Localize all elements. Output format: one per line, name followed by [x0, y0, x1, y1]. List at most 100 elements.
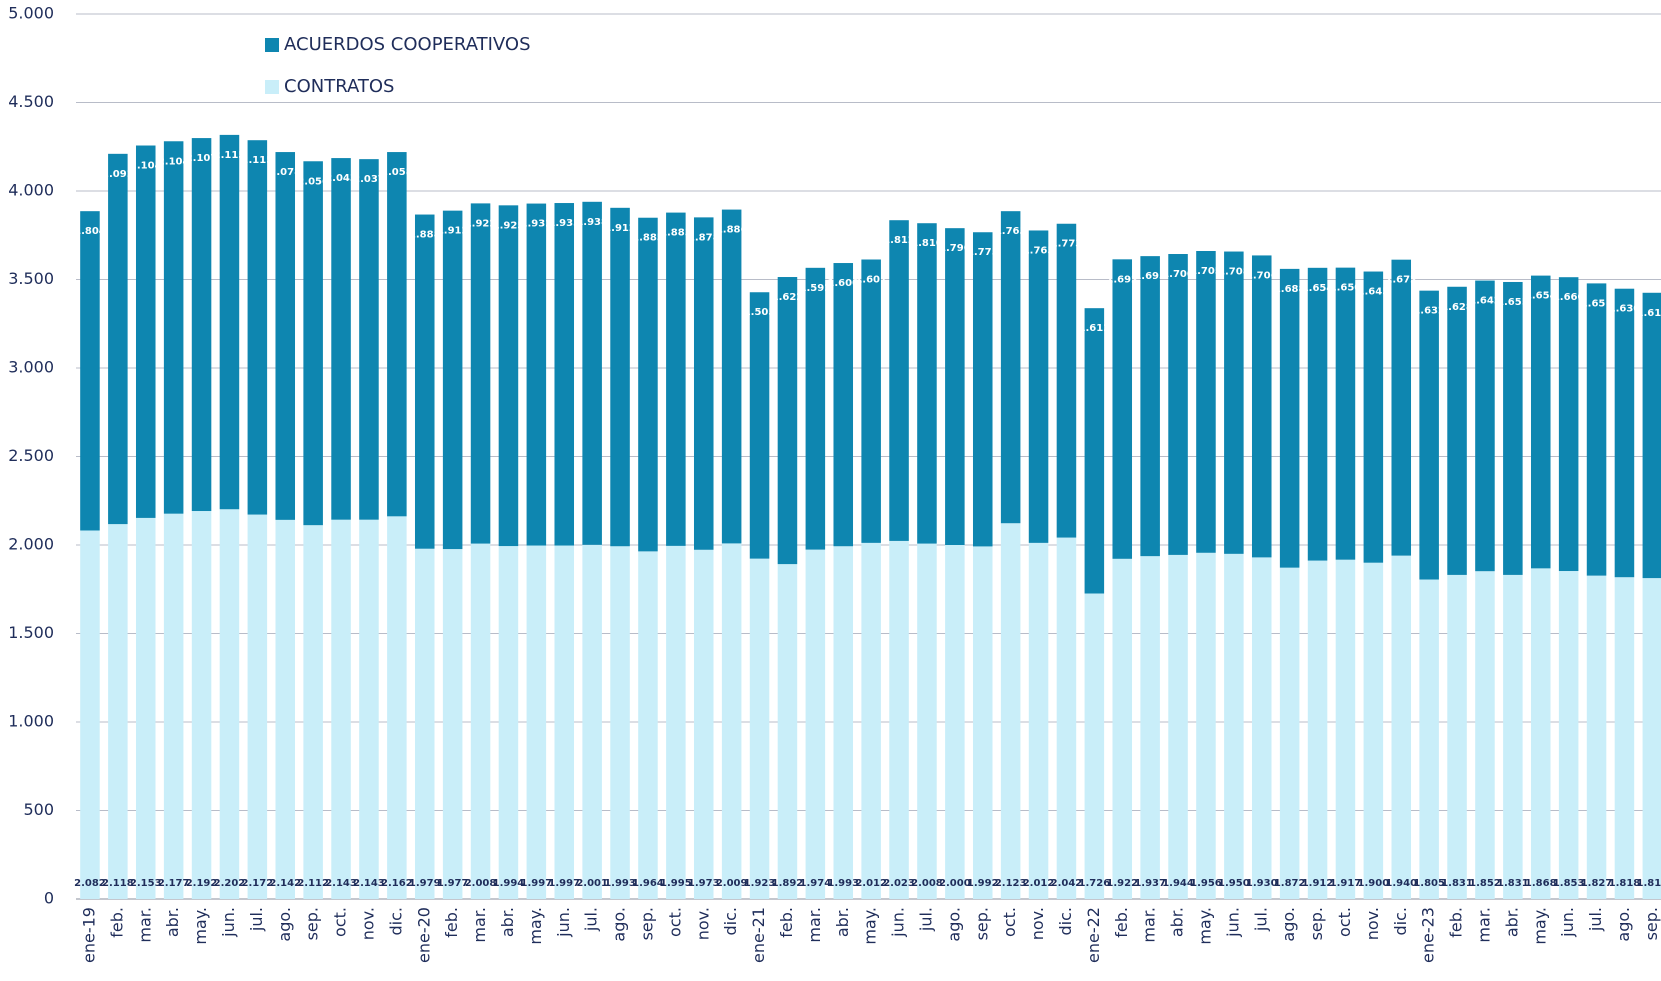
data-label: 1.912 — [437, 226, 469, 237]
x-tick-label: sep. — [1642, 907, 1661, 940]
x-tick-label: dic. — [721, 907, 740, 935]
data-label: 1.997 — [521, 878, 553, 889]
data-label: 1.925 — [493, 220, 525, 231]
data-label: 1.922 — [465, 218, 497, 229]
x-tick-label: ene-22 — [1084, 907, 1103, 963]
bar-segment — [1307, 267, 1328, 561]
data-label: 1.993 — [604, 878, 636, 889]
data-label: 1.773 — [1051, 239, 1083, 250]
bar-segment — [861, 542, 881, 899]
y-tick-label: 1.500 — [8, 623, 54, 642]
data-label: 2.000 — [939, 878, 971, 889]
data-label: 1.763 — [995, 226, 1027, 237]
data-label: 2.107 — [186, 153, 218, 164]
data-label: 2.192 — [186, 878, 218, 889]
bar-segment — [1391, 555, 1412, 899]
data-label: 2.012 — [1023, 878, 1055, 889]
data-label: 1.878 — [688, 232, 720, 243]
bar-segment — [275, 519, 296, 899]
data-label: 2.153 — [130, 878, 162, 889]
bar-segment — [889, 220, 909, 541]
data-label: 1.601 — [855, 274, 887, 285]
bar-segment — [303, 161, 323, 526]
data-label: 1.645 — [1358, 287, 1390, 298]
bar-segment — [108, 524, 128, 899]
data-label: 1.655 — [1497, 297, 1529, 308]
bar-segment — [582, 201, 602, 545]
data-label: 2.037 — [353, 174, 385, 185]
data-label: 1.912 — [604, 223, 636, 234]
data-label: 1.853 — [1553, 878, 1585, 889]
data-label: 1.885 — [632, 233, 664, 244]
data-label: 1.650 — [1330, 283, 1362, 294]
bar-segment — [1363, 562, 1384, 899]
data-label: 1.868 — [1525, 878, 1557, 889]
x-tick-label: jun. — [1223, 907, 1242, 938]
x-tick-label: mar. — [805, 907, 824, 943]
data-label: 1.922 — [1106, 878, 1138, 889]
bar-segment — [1196, 251, 1216, 553]
y-tick-label: 4.500 — [8, 92, 54, 111]
bar-segment — [135, 517, 156, 899]
data-label: 2.143 — [353, 878, 385, 889]
bar-segment — [889, 540, 909, 899]
bar-segment — [749, 558, 770, 899]
bar-segment — [1084, 593, 1105, 899]
data-label: 2.042 — [1051, 878, 1083, 889]
bar-segment — [526, 203, 547, 546]
bar-segment — [1642, 578, 1661, 899]
bar-segment — [331, 519, 351, 899]
x-tick-label: feb. — [777, 907, 796, 938]
data-label: 2.082 — [74, 878, 106, 889]
bar-segment — [861, 259, 881, 543]
data-label: 2.177 — [158, 878, 190, 889]
bar-segment — [1224, 251, 1244, 554]
x-tick-label: abr. — [1168, 907, 1187, 937]
data-label: 1.977 — [437, 878, 469, 889]
data-label: 2.023 — [883, 878, 915, 889]
x-tick-label: sep. — [1307, 907, 1326, 940]
x-tick-label: sep. — [303, 907, 322, 940]
data-label: 1.622 — [772, 292, 804, 303]
x-tick-label: dic. — [1056, 907, 1075, 935]
data-label: 1.592 — [800, 283, 832, 294]
bar-segment — [1000, 523, 1021, 899]
data-label: 1.940 — [1385, 878, 1417, 889]
data-label: 1.818 — [1609, 878, 1641, 889]
data-label: 2.008 — [465, 878, 497, 889]
y-tick-label: 4.000 — [8, 181, 54, 200]
data-label: 1.950 — [1218, 878, 1250, 889]
bar-segment — [414, 214, 435, 549]
data-label: 1.831 — [1497, 878, 1529, 889]
bar-segment — [359, 519, 379, 899]
bar-segment — [1140, 556, 1160, 899]
bar-segment — [582, 544, 602, 899]
x-tick-label: ago. — [1279, 907, 1298, 942]
x-tick-label: sep. — [972, 907, 991, 940]
bar-segment — [275, 152, 296, 520]
bar-segment — [805, 267, 826, 550]
bar-segment — [1084, 308, 1105, 594]
data-label: 1.660 — [1553, 292, 1585, 303]
bar-segment — [1614, 288, 1635, 578]
bar-segment — [498, 205, 519, 547]
data-label: 1.810 — [911, 238, 943, 249]
bar-segment — [247, 140, 268, 515]
y-tick-label: 1.000 — [8, 712, 54, 731]
bar-segment — [1447, 574, 1467, 899]
bar-segment — [331, 158, 351, 520]
x-tick-label: feb. — [107, 907, 126, 938]
bar-segment — [693, 217, 714, 550]
data-label: 2.012 — [855, 878, 887, 889]
bar-segment — [1642, 292, 1661, 579]
bar-segment — [777, 564, 798, 899]
data-label: 1.775 — [967, 247, 999, 258]
data-label: 1.695 — [1134, 271, 1166, 282]
x-tick-label: abr. — [163, 907, 182, 937]
data-label: 2.008 — [911, 878, 943, 889]
bar-segment — [1530, 275, 1551, 569]
y-tick-label: 0 — [44, 889, 54, 908]
bar-segment — [1586, 575, 1607, 899]
bar-segment — [693, 549, 714, 899]
bar-segment — [1307, 560, 1328, 899]
